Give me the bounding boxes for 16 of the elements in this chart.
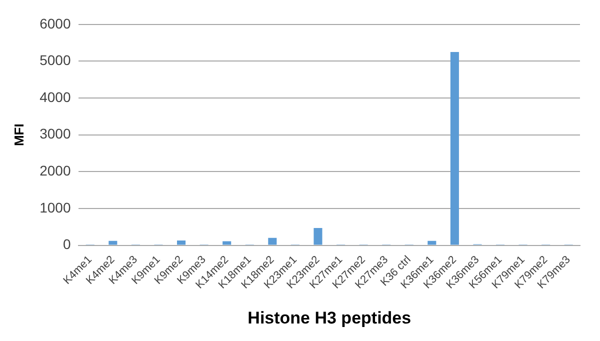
bar [428,240,436,245]
bar [268,238,277,245]
bar [450,52,459,245]
y-tick-label: 4000 [40,88,71,105]
bar [222,241,232,245]
y-tick-label: 2000 [40,162,71,179]
bar [177,240,186,245]
y-tick-label: 6000 [40,15,71,32]
y-tick-label: 3000 [40,126,71,142]
bar [108,240,118,245]
y-axis-title: MFI [11,124,26,146]
bar [314,228,322,245]
x-axis-title: Histone H3 peptides [248,308,412,328]
y-tick-label: 0 [62,236,71,252]
y-tick-label: 1000 [40,199,71,216]
y-tick-label: 5000 [40,52,71,68]
